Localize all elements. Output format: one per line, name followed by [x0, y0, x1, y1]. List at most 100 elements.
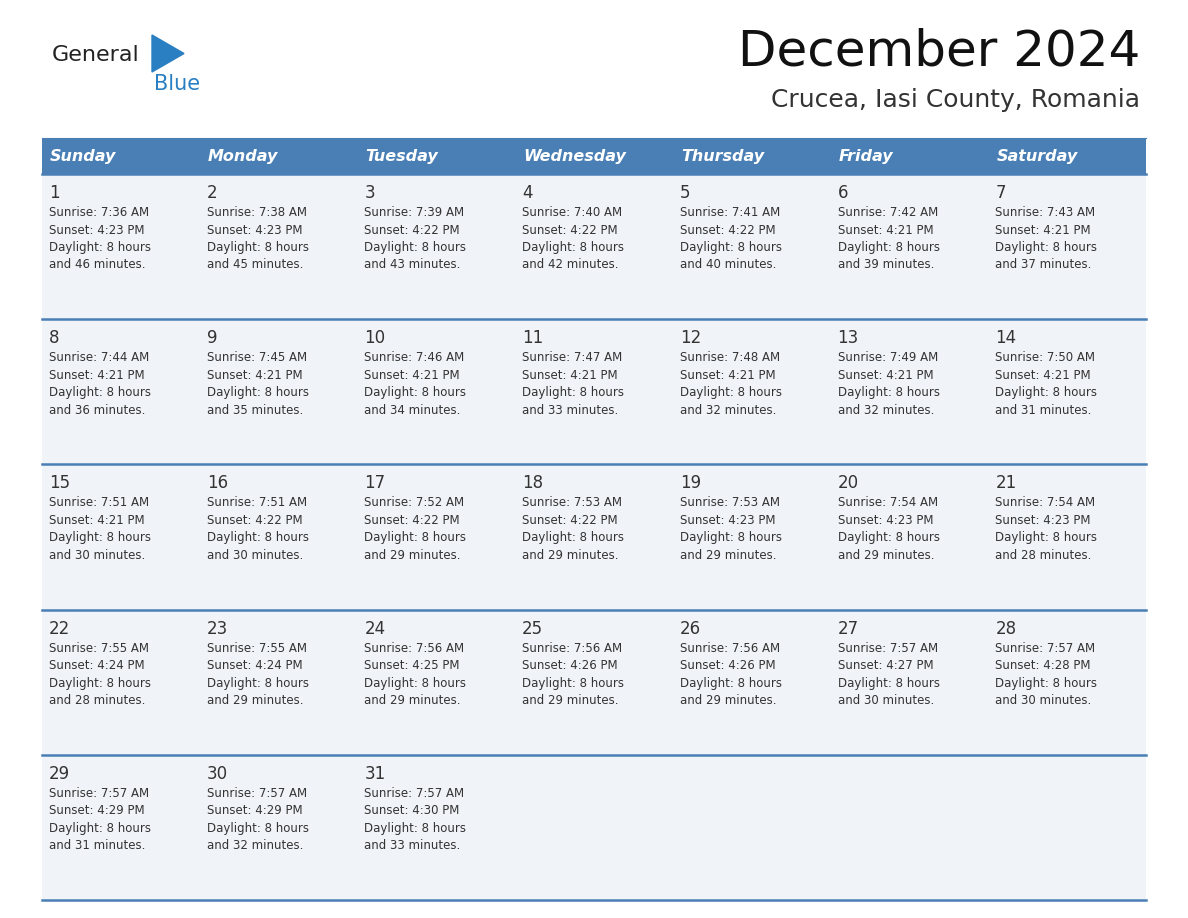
Text: 17: 17 — [365, 475, 386, 492]
Text: and 32 minutes.: and 32 minutes. — [838, 404, 934, 417]
Text: Sunset: 4:21 PM: Sunset: 4:21 PM — [523, 369, 618, 382]
Text: Daylight: 8 hours: Daylight: 8 hours — [523, 677, 624, 689]
Text: Sunset: 4:21 PM: Sunset: 4:21 PM — [838, 223, 934, 237]
Text: Sunday: Sunday — [50, 149, 116, 163]
Text: Sunset: 4:22 PM: Sunset: 4:22 PM — [207, 514, 302, 527]
Text: Daylight: 8 hours: Daylight: 8 hours — [365, 241, 467, 254]
Text: and 28 minutes.: and 28 minutes. — [49, 694, 145, 707]
Text: Sunset: 4:29 PM: Sunset: 4:29 PM — [207, 804, 302, 817]
Text: and 34 minutes.: and 34 minutes. — [365, 404, 461, 417]
Text: Sunrise: 7:55 AM: Sunrise: 7:55 AM — [207, 642, 307, 655]
Text: 11: 11 — [523, 330, 543, 347]
Text: Sunrise: 7:40 AM: Sunrise: 7:40 AM — [523, 206, 623, 219]
Text: and 31 minutes.: and 31 minutes. — [996, 404, 1092, 417]
Bar — [200, 138, 358, 174]
Text: Daylight: 8 hours: Daylight: 8 hours — [996, 241, 1098, 254]
Text: 10: 10 — [365, 330, 386, 347]
Text: 20: 20 — [838, 475, 859, 492]
Text: Wednesday: Wednesday — [523, 149, 626, 163]
Polygon shape — [152, 35, 184, 72]
Text: 8: 8 — [49, 330, 59, 347]
Text: Sunrise: 7:55 AM: Sunrise: 7:55 AM — [49, 642, 148, 655]
Text: Sunset: 4:21 PM: Sunset: 4:21 PM — [207, 369, 302, 382]
Text: Sunset: 4:25 PM: Sunset: 4:25 PM — [365, 659, 460, 672]
Text: Daylight: 8 hours: Daylight: 8 hours — [49, 532, 151, 544]
Text: Saturday: Saturday — [997, 149, 1078, 163]
Text: Daylight: 8 hours: Daylight: 8 hours — [680, 677, 782, 689]
Text: and 30 minutes.: and 30 minutes. — [996, 694, 1092, 707]
Text: Sunset: 4:22 PM: Sunset: 4:22 PM — [523, 223, 618, 237]
Text: Sunrise: 7:52 AM: Sunrise: 7:52 AM — [365, 497, 465, 509]
Text: 1: 1 — [49, 184, 59, 202]
Text: Daylight: 8 hours: Daylight: 8 hours — [523, 532, 624, 544]
Text: and 43 minutes.: and 43 minutes. — [365, 259, 461, 272]
Text: Sunrise: 7:49 AM: Sunrise: 7:49 AM — [838, 352, 937, 364]
Bar — [516, 138, 672, 174]
Text: and 29 minutes.: and 29 minutes. — [365, 549, 461, 562]
Text: Sunset: 4:26 PM: Sunset: 4:26 PM — [680, 659, 776, 672]
Text: Daylight: 8 hours: Daylight: 8 hours — [49, 677, 151, 689]
Text: Sunrise: 7:44 AM: Sunrise: 7:44 AM — [49, 352, 150, 364]
Text: Thursday: Thursday — [681, 149, 764, 163]
Bar — [42, 465, 1146, 610]
Text: Sunset: 4:29 PM: Sunset: 4:29 PM — [49, 804, 145, 817]
Bar — [42, 319, 1146, 465]
Text: Daylight: 8 hours: Daylight: 8 hours — [365, 532, 467, 544]
Text: and 46 minutes.: and 46 minutes. — [49, 259, 145, 272]
Text: and 30 minutes.: and 30 minutes. — [838, 694, 934, 707]
Text: Daylight: 8 hours: Daylight: 8 hours — [996, 386, 1098, 399]
Text: Daylight: 8 hours: Daylight: 8 hours — [365, 822, 467, 834]
Text: 16: 16 — [207, 475, 228, 492]
Text: Sunrise: 7:57 AM: Sunrise: 7:57 AM — [49, 787, 150, 800]
Text: Daylight: 8 hours: Daylight: 8 hours — [523, 241, 624, 254]
Text: Sunrise: 7:39 AM: Sunrise: 7:39 AM — [365, 206, 465, 219]
Text: Friday: Friday — [839, 149, 893, 163]
Text: Sunrise: 7:43 AM: Sunrise: 7:43 AM — [996, 206, 1095, 219]
Text: 19: 19 — [680, 475, 701, 492]
Text: Daylight: 8 hours: Daylight: 8 hours — [207, 822, 309, 834]
Text: Sunrise: 7:56 AM: Sunrise: 7:56 AM — [365, 642, 465, 655]
Text: Sunrise: 7:53 AM: Sunrise: 7:53 AM — [523, 497, 623, 509]
Text: Daylight: 8 hours: Daylight: 8 hours — [996, 677, 1098, 689]
Text: 12: 12 — [680, 330, 701, 347]
Text: and 33 minutes.: and 33 minutes. — [365, 839, 461, 852]
Bar — [830, 138, 988, 174]
Text: 30: 30 — [207, 765, 228, 783]
Text: Sunrise: 7:38 AM: Sunrise: 7:38 AM — [207, 206, 307, 219]
Text: Sunrise: 7:36 AM: Sunrise: 7:36 AM — [49, 206, 150, 219]
Text: Sunset: 4:23 PM: Sunset: 4:23 PM — [207, 223, 302, 237]
Text: 15: 15 — [49, 475, 70, 492]
Text: Daylight: 8 hours: Daylight: 8 hours — [49, 386, 151, 399]
Text: Sunset: 4:23 PM: Sunset: 4:23 PM — [49, 223, 145, 237]
Text: Sunset: 4:23 PM: Sunset: 4:23 PM — [680, 514, 776, 527]
Text: Sunset: 4:23 PM: Sunset: 4:23 PM — [996, 514, 1091, 527]
Text: 22: 22 — [49, 620, 70, 638]
Text: and 36 minutes.: and 36 minutes. — [49, 404, 145, 417]
Text: 26: 26 — [680, 620, 701, 638]
Text: Sunset: 4:21 PM: Sunset: 4:21 PM — [996, 369, 1091, 382]
Text: Sunrise: 7:57 AM: Sunrise: 7:57 AM — [838, 642, 937, 655]
Text: and 29 minutes.: and 29 minutes. — [365, 694, 461, 707]
Text: Sunrise: 7:47 AM: Sunrise: 7:47 AM — [523, 352, 623, 364]
Text: Sunset: 4:21 PM: Sunset: 4:21 PM — [680, 369, 776, 382]
Text: and 30 minutes.: and 30 minutes. — [207, 549, 303, 562]
Text: 6: 6 — [838, 184, 848, 202]
Text: Sunrise: 7:57 AM: Sunrise: 7:57 AM — [207, 787, 307, 800]
Text: Sunset: 4:28 PM: Sunset: 4:28 PM — [996, 659, 1091, 672]
Text: 7: 7 — [996, 184, 1006, 202]
Text: Sunset: 4:21 PM: Sunset: 4:21 PM — [365, 369, 460, 382]
Text: Sunrise: 7:41 AM: Sunrise: 7:41 AM — [680, 206, 781, 219]
Text: Sunrise: 7:56 AM: Sunrise: 7:56 AM — [680, 642, 781, 655]
Text: Sunrise: 7:51 AM: Sunrise: 7:51 AM — [49, 497, 150, 509]
Text: Daylight: 8 hours: Daylight: 8 hours — [365, 386, 467, 399]
Text: 14: 14 — [996, 330, 1017, 347]
Text: and 37 minutes.: and 37 minutes. — [996, 259, 1092, 272]
Text: Sunrise: 7:54 AM: Sunrise: 7:54 AM — [838, 497, 937, 509]
Text: 28: 28 — [996, 620, 1017, 638]
Text: and 29 minutes.: and 29 minutes. — [680, 694, 776, 707]
Text: Daylight: 8 hours: Daylight: 8 hours — [680, 241, 782, 254]
Text: Crucea, Iasi County, Romania: Crucea, Iasi County, Romania — [771, 88, 1140, 112]
Text: 4: 4 — [523, 184, 532, 202]
Text: Daylight: 8 hours: Daylight: 8 hours — [207, 241, 309, 254]
Text: Sunrise: 7:45 AM: Sunrise: 7:45 AM — [207, 352, 307, 364]
